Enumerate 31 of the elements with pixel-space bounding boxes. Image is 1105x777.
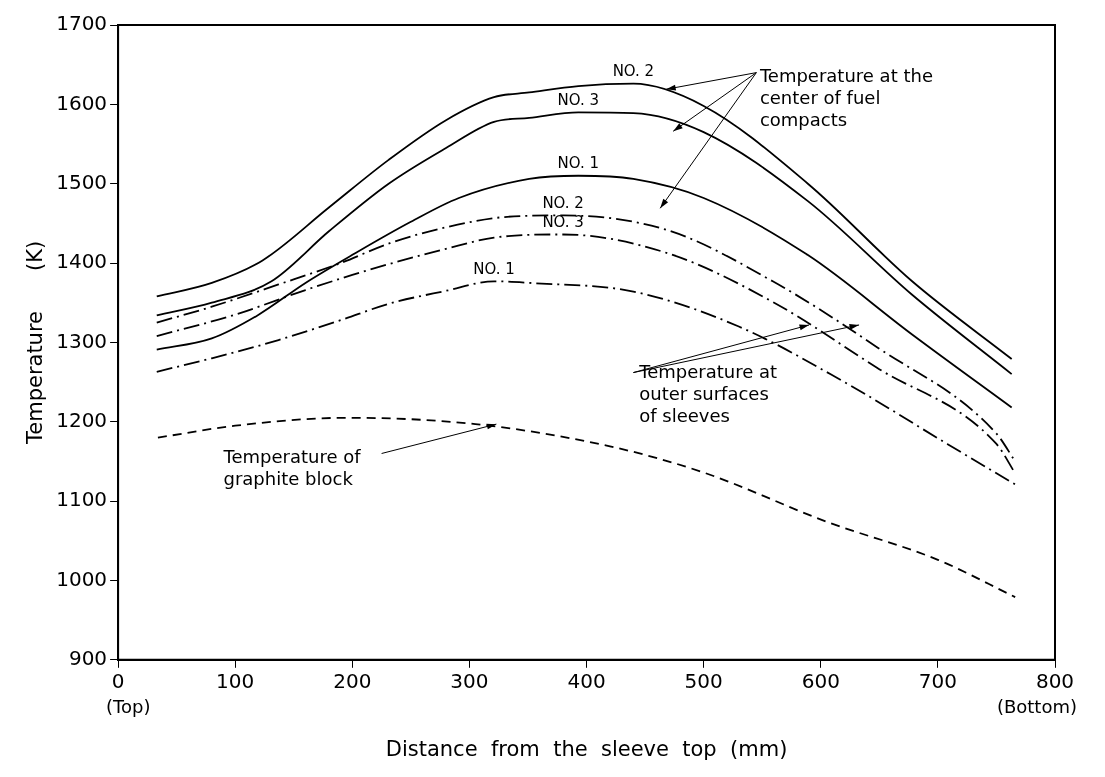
series-label: NO. 3	[557, 90, 600, 109]
x-tick-label: 400	[567, 669, 606, 693]
y-tick-label: 1000	[56, 566, 108, 591]
x-tick-label: 300	[450, 669, 489, 693]
x-tick-label: 100	[216, 669, 255, 693]
y-axis-title: Temperature (K)	[23, 240, 48, 446]
annotation: Temperature at outer surfaces of sleeves	[638, 361, 778, 427]
y-tick-label: 1700	[56, 11, 108, 36]
y-tick-label: 1300	[56, 328, 108, 353]
series-label: NO. 3	[542, 212, 584, 231]
series-label: NO. 2	[612, 62, 655, 81]
x-tick-label: 200	[333, 669, 372, 693]
y-tick-label: 900	[68, 646, 108, 670]
annotation: Temperature at the center of fuel compacts	[758, 65, 933, 131]
series-label: NO. 1	[473, 259, 515, 278]
y-tick-label: 1400	[56, 249, 108, 274]
y-tick-label: 1600	[56, 90, 108, 115]
series-label: NO. 1	[557, 154, 600, 173]
y-tick-label: 1200	[56, 407, 108, 432]
x-tick-label: 0	[111, 669, 125, 693]
annotation: Temperature of graphite block	[222, 446, 362, 490]
y-tick-label: 1500	[56, 169, 108, 194]
text: (Top)	[106, 696, 151, 718]
x-tick-label: 500	[684, 669, 723, 693]
x-tick-label: 800	[1035, 669, 1075, 693]
x-tick-label: 700	[918, 669, 957, 693]
x-tick-label: 600	[801, 669, 840, 693]
y-tick-label: 1100	[56, 487, 108, 512]
series-label: NO. 2	[542, 193, 584, 212]
text: (Bottom)	[996, 696, 1077, 718]
x-axis-title: Distance from the sleeve top (mm)	[385, 736, 788, 761]
